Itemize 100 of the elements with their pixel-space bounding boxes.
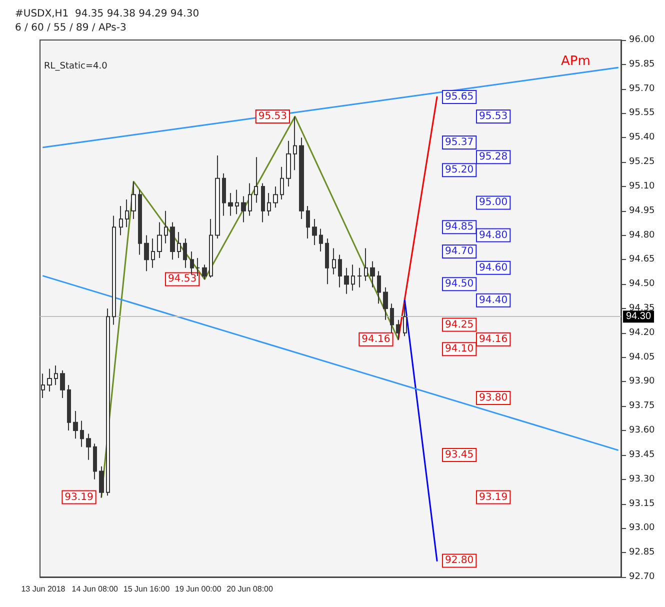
data-label: 95.53: [258, 110, 287, 122]
annotation: 94.50: [445, 278, 474, 290]
annotation: 95.37: [445, 137, 474, 148]
data-label: 94.16: [362, 334, 390, 345]
candlestick: [241, 196, 246, 223]
annotation: 94.40: [479, 294, 508, 306]
annotation: 95.00: [479, 197, 508, 208]
y-tick-label: 95.85: [629, 59, 655, 70]
y-tick-label: 93.00: [629, 523, 656, 534]
candlestick: [299, 137, 304, 220]
candlestick: [183, 238, 187, 268]
candlestick: [383, 286, 388, 320]
candlestick: [344, 267, 349, 294]
y-tick-label: 95.40: [629, 132, 656, 143]
annotation: 93.80: [479, 392, 508, 404]
candlestick: [280, 166, 284, 200]
candlestick: [47, 368, 52, 392]
candlestick: [370, 260, 375, 288]
y-tick-label: 95.55: [629, 108, 655, 118]
candlestick: [286, 140, 291, 187]
candlestick: [54, 364, 58, 386]
y-tick-label: 94.50: [629, 279, 656, 290]
x-tick-label: 19 Jun 00:00: [175, 584, 222, 594]
y-tick-label: 94.95: [629, 206, 655, 216]
y-tick-label: 96.00: [629, 35, 656, 45]
candlestick: [196, 258, 200, 276]
annotation: 93.45: [445, 449, 474, 460]
data-label: 93.19: [64, 492, 94, 503]
annotation: 94.70: [445, 246, 474, 258]
annotation: 95.53: [479, 110, 508, 122]
candlestick: [403, 303, 407, 337]
candlestick: [377, 270, 381, 304]
annotation: 94.60: [479, 262, 508, 274]
candlestick: [390, 303, 394, 334]
candlestick: [209, 218, 213, 278]
candlestick: [125, 198, 129, 228]
candlestick: [119, 205, 123, 236]
y-tick-label: 93.45: [629, 450, 655, 460]
y-tick-label: 93.75: [629, 401, 655, 412]
candlestick: [351, 264, 355, 292]
y-tick-label: 93.15: [629, 498, 655, 509]
y-tick-label: 93.90: [629, 376, 656, 387]
y-tick-label: 92.70: [629, 572, 656, 582]
candlestick: [235, 189, 239, 215]
candlestick: [144, 234, 149, 272]
y-tick-label: 93.60: [629, 426, 656, 436]
candlestick: [325, 238, 329, 285]
y-tick-label: 92.85: [629, 548, 655, 558]
x-tick-label: 20 Jun 08:00: [226, 584, 274, 594]
candlestick: [267, 192, 271, 216]
candlestick: [248, 182, 252, 216]
candlestick: [364, 248, 368, 282]
candlestick: [67, 384, 71, 432]
candlestick: [131, 181, 136, 220]
candlestick: [60, 370, 65, 398]
candlestick: [215, 155, 220, 240]
candlestick: [306, 205, 310, 240]
candlestick: [293, 116, 297, 171]
y-tick-label: 95.10: [629, 181, 656, 192]
y-tick-label: 94.20: [629, 328, 656, 338]
candlestick: [261, 182, 265, 223]
candlestick: [312, 218, 317, 246]
candlestick: [80, 420, 84, 448]
candlestick: [190, 251, 194, 275]
x-tick-label: 14 Jun 08:00: [72, 584, 119, 594]
candlestick: [332, 248, 336, 275]
annotation: 94.80: [479, 230, 508, 241]
chart-title: #USDX,H1 94.35 94.38 94.29 94.30: [15, 8, 200, 20]
annotation: RL_Static=4.0: [44, 62, 108, 72]
candlestick: [273, 186, 278, 208]
x-tick-label: 15 Jun 16:00: [123, 584, 170, 594]
data-label: 94.53: [168, 274, 197, 285]
candlestick: [112, 215, 116, 326]
annotation: 94.16: [479, 334, 508, 345]
candlestick: [319, 228, 323, 252]
candlestick: [357, 267, 362, 288]
candlestick: [202, 264, 207, 280]
candlestick: [228, 192, 233, 216]
candlestick: [86, 433, 91, 460]
candlestick: [151, 238, 155, 268]
annotation: 95.20: [445, 164, 474, 176]
candlestick: [93, 443, 97, 480]
y-tick-label: 94.80: [629, 230, 656, 240]
candlestick: [254, 156, 258, 204]
candlestick: [396, 319, 400, 340]
candlestick: [106, 308, 110, 496]
y-tick-label: 95.25: [629, 157, 655, 168]
annotation: 94.10: [445, 344, 474, 355]
annotation: 94.85: [445, 222, 474, 233]
annotation: 93.19: [479, 492, 508, 503]
annotation: APm: [561, 54, 590, 69]
candlestick: [338, 254, 342, 288]
candlestick: [138, 189, 142, 256]
candlestick: [73, 410, 78, 440]
annotation: 92.80: [445, 555, 474, 566]
y-tick-label: 95.70: [629, 84, 656, 94]
candlestick: [177, 232, 181, 259]
annotation: 94.25: [445, 319, 474, 330]
candlestick: [157, 222, 162, 259]
y-tick-label: 94.65: [629, 254, 655, 265]
